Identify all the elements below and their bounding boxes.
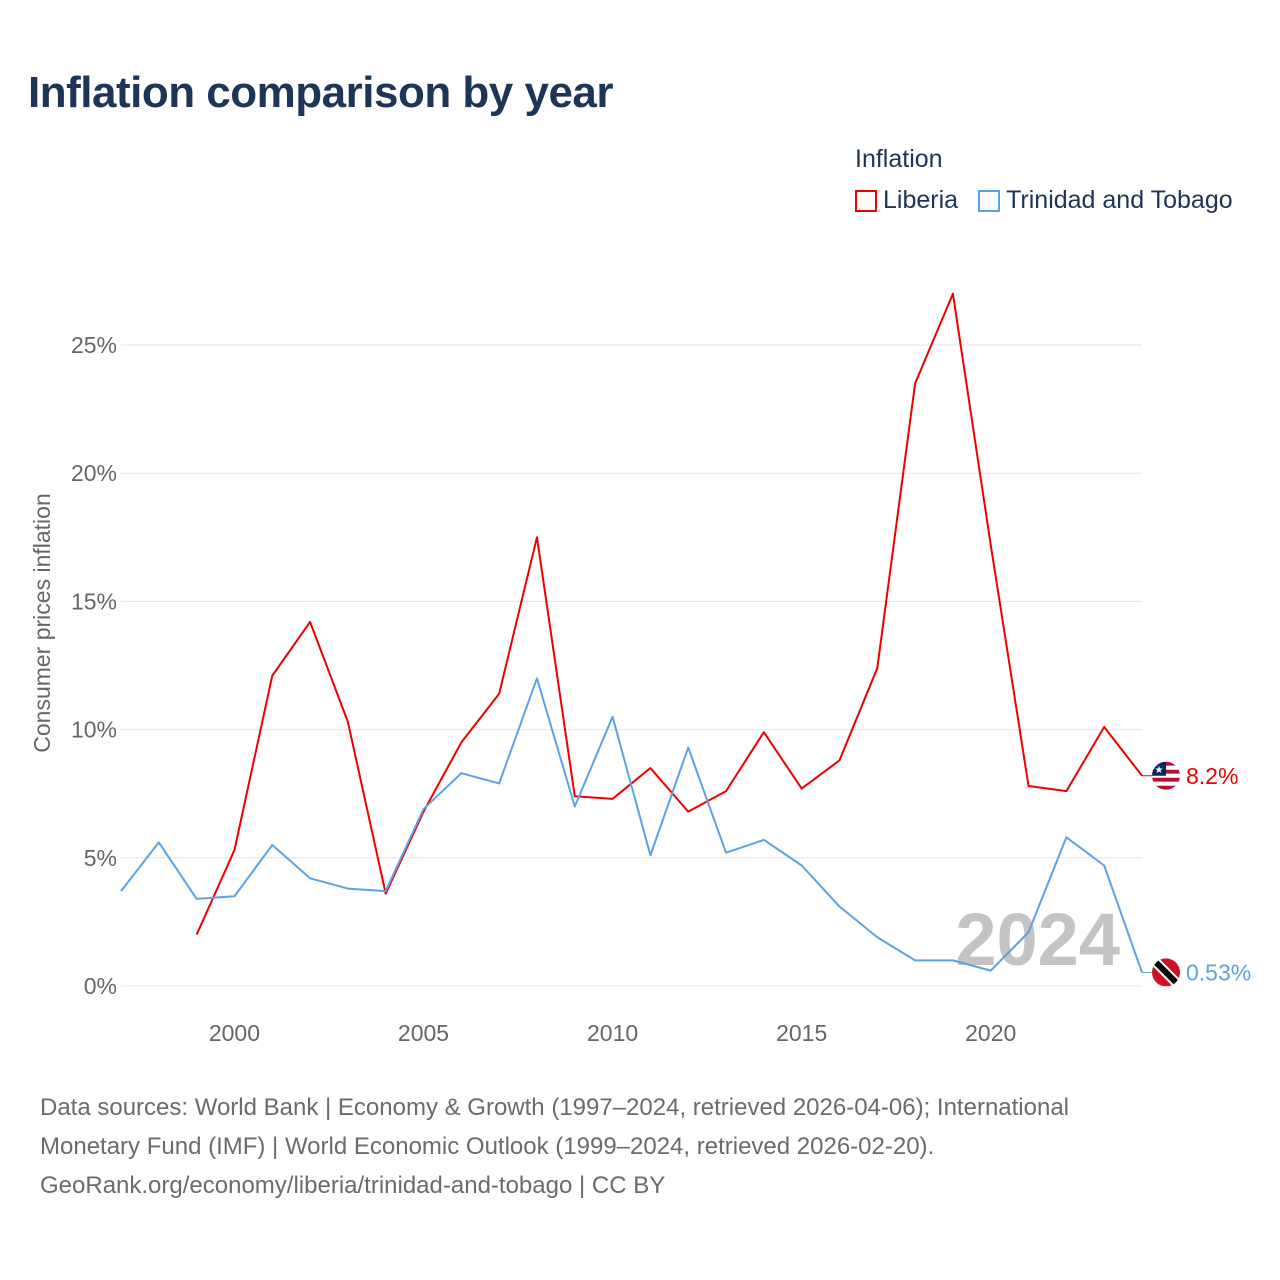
- legend-title: Inflation: [855, 145, 943, 173]
- y-tick-label: 20%: [71, 460, 117, 486]
- y-tick-label: 15%: [71, 588, 117, 614]
- data-point: [231, 847, 237, 853]
- data-point: [723, 788, 729, 794]
- x-tick-label: 2020: [965, 1020, 1016, 1046]
- data-point: [496, 691, 502, 697]
- data-point: [685, 745, 691, 751]
- chart-title: Inflation comparison by year: [28, 68, 614, 117]
- x-tick-label: 2015: [776, 1020, 827, 1046]
- data-point: [988, 542, 994, 548]
- y-tick-label: 5%: [84, 845, 117, 871]
- legend-swatch-trinidad: [978, 189, 1001, 212]
- data-point: [610, 714, 616, 720]
- source-line: GeoRank.org/economy/liberia/trinidad-and…: [40, 1172, 666, 1199]
- y-tick-label: 25%: [71, 332, 117, 358]
- data-point: [950, 957, 956, 963]
- data-point: [1026, 929, 1032, 935]
- series-line-liberia: [195, 292, 1143, 936]
- data-point: [572, 804, 578, 810]
- data-point: [761, 729, 767, 735]
- data-point: [307, 875, 313, 881]
- data-point: [421, 806, 427, 812]
- data-point: [458, 770, 464, 776]
- data-point: [799, 786, 805, 792]
- data-point: [799, 862, 805, 868]
- data-point: [647, 852, 653, 858]
- legend-item-trinidad-and-tobago[interactable]: Trinidad and Tobago: [978, 186, 1233, 215]
- data-point: [836, 757, 842, 763]
- flag-stripe: [1152, 781, 1180, 786]
- data-point: [496, 780, 502, 786]
- data-point: [534, 534, 540, 540]
- data-point: [534, 675, 540, 681]
- source-line: Data sources: World Bank | Economy & Gro…: [40, 1094, 1070, 1121]
- data-point: [383, 888, 389, 894]
- data-point: [345, 886, 351, 892]
- data-point: [231, 893, 237, 899]
- flag-star: ★: [1155, 765, 1164, 776]
- data-point: [156, 839, 162, 845]
- source-line: Monetary Fund (IMF) | World Economic Out…: [40, 1133, 935, 1160]
- data-point: [307, 619, 313, 625]
- legend-label: Liberia: [883, 186, 959, 214]
- x-tick-label: 2010: [587, 1020, 638, 1046]
- flag-stripe: [1152, 785, 1180, 790]
- data-point: [912, 380, 918, 386]
- data-point: [118, 888, 124, 894]
- x-tick-label: 2005: [398, 1020, 449, 1046]
- flag-stripe: [1152, 777, 1180, 782]
- data-point: [761, 837, 767, 843]
- flag-band: [1152, 958, 1180, 987]
- y-tick-label: 0%: [84, 973, 117, 999]
- data-point: [912, 957, 918, 963]
- data-point: [1026, 783, 1032, 789]
- data-point: [874, 665, 880, 671]
- data-point: [1101, 862, 1107, 868]
- legend: Liberia Trinidad and Tobago: [855, 186, 1233, 215]
- data-point: [950, 291, 956, 297]
- data-point: [610, 796, 616, 802]
- series-line-trinidad-and-tobago: [120, 677, 1143, 973]
- data-point: [723, 850, 729, 856]
- data-point: [647, 765, 653, 771]
- legend-label: Trinidad and Tobago: [1006, 186, 1233, 214]
- data-point: [269, 673, 275, 679]
- data-point: [1063, 834, 1069, 840]
- y-axis-label: Consumer prices inflation: [29, 493, 55, 753]
- data-point: [836, 904, 842, 910]
- data-point: [345, 719, 351, 725]
- data-point: [685, 809, 691, 815]
- source-note: Data sources: World Bank | Economy & Gro…: [40, 1088, 1240, 1205]
- data-point: [194, 932, 200, 938]
- data-point: [1101, 724, 1107, 730]
- data-point: [1063, 788, 1069, 794]
- y-tick-label: 10%: [71, 717, 117, 743]
- data-point: [874, 934, 880, 940]
- data-point: [458, 739, 464, 745]
- legend-swatch-liberia: [855, 189, 877, 212]
- end-value-label: 0.53%: [1186, 959, 1251, 985]
- x-tick-label: 2000: [209, 1020, 260, 1046]
- data-point: [194, 896, 200, 902]
- data-point: [988, 968, 994, 974]
- legend-item-liberia[interactable]: Liberia: [855, 186, 958, 215]
- data-point: [269, 842, 275, 848]
- end-value-label: 8.2%: [1186, 763, 1238, 789]
